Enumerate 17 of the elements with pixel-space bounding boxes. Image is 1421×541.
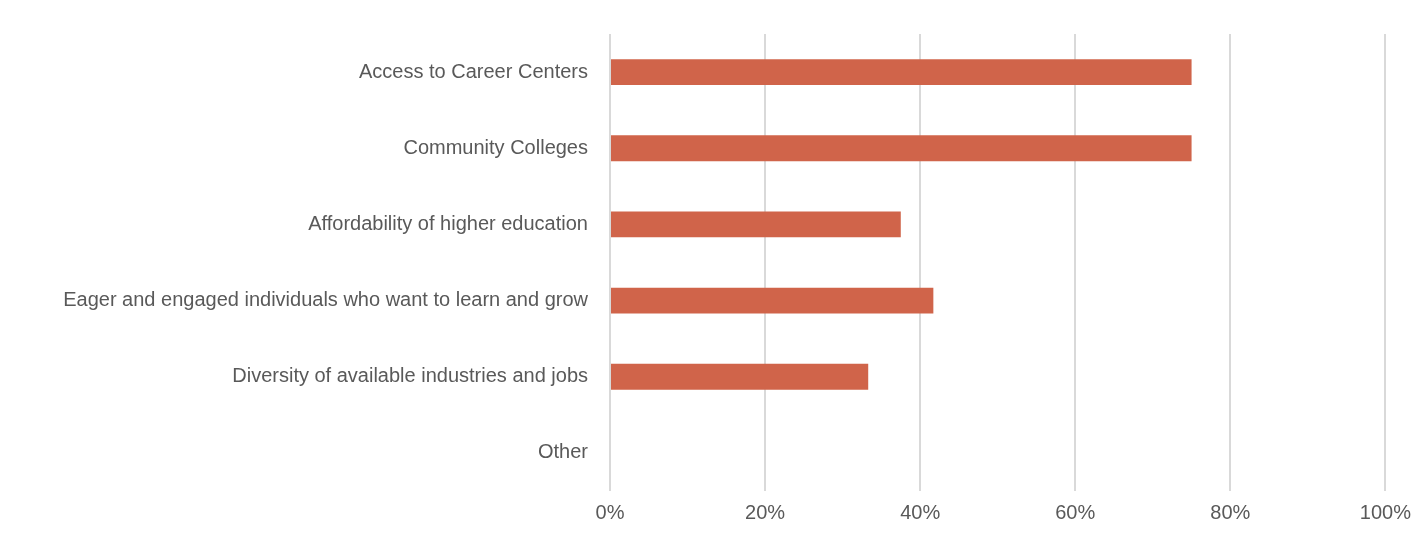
y-tick-label: Affordability of higher education xyxy=(308,211,588,234)
x-tick-label: 0% xyxy=(595,500,625,523)
y-tick-label: Access to Career Centers xyxy=(359,59,588,82)
x-tick-label: 20% xyxy=(745,500,786,523)
x-tick-label: 100% xyxy=(1359,500,1412,523)
x-tick-label: 80% xyxy=(1210,500,1251,523)
bar xyxy=(611,363,869,390)
bar xyxy=(611,211,901,238)
bar xyxy=(611,59,1192,86)
y-tick-label: Diversity of available industries and jobs xyxy=(232,364,588,387)
x-tick-label: 40% xyxy=(900,500,941,523)
x-tick-label: 60% xyxy=(1055,500,1096,523)
y-tick-label: Other xyxy=(537,440,589,463)
bar xyxy=(611,135,1192,162)
y-tick-label: Community Colleges xyxy=(403,135,588,158)
bar xyxy=(611,287,934,314)
y-tick-label: Eager and engaged individuals who want to learn and grow xyxy=(63,288,589,311)
